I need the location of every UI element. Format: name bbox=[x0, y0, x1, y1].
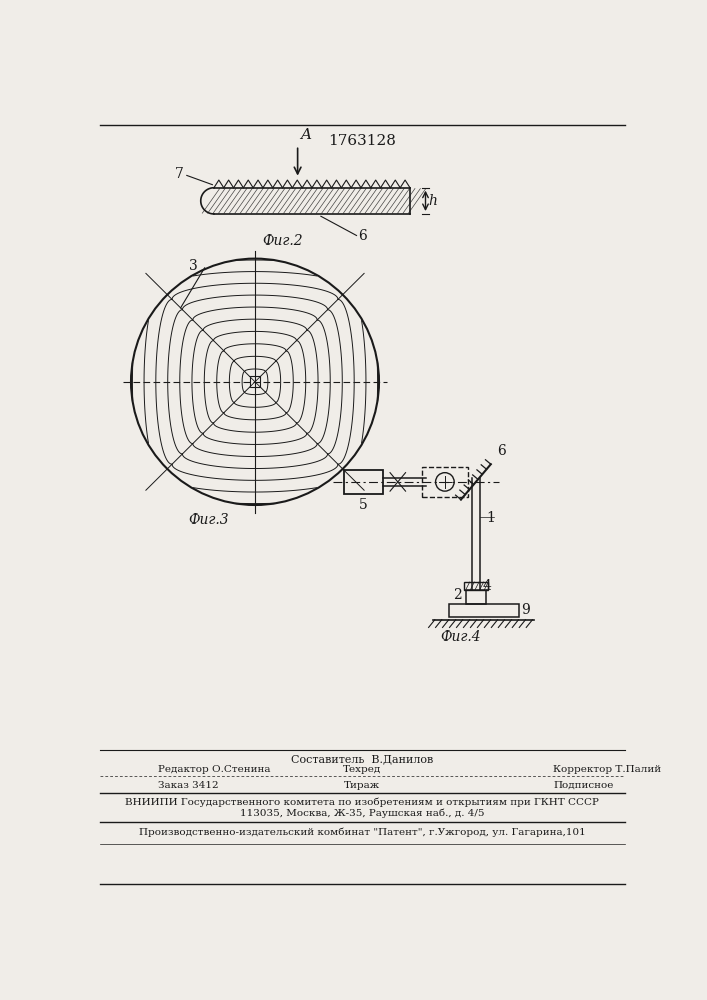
Bar bbox=[344, 470, 383, 494]
Text: Фиг.3: Фиг.3 bbox=[188, 513, 229, 527]
Bar bbox=[449, 604, 518, 617]
Bar bbox=[250, 376, 260, 387]
Text: 7: 7 bbox=[175, 167, 184, 181]
Text: Фиг.2: Фиг.2 bbox=[262, 234, 303, 248]
Text: 113035, Москва, Ж-35, Раушская наб., д. 4/5: 113035, Москва, Ж-35, Раушская наб., д. … bbox=[240, 808, 484, 818]
Text: Корректор Т.Палий: Корректор Т.Палий bbox=[554, 765, 662, 774]
Text: 9: 9 bbox=[522, 603, 530, 617]
Bar bbox=[466, 590, 486, 604]
Text: 1: 1 bbox=[486, 511, 495, 525]
Text: Тираж: Тираж bbox=[344, 781, 380, 790]
Text: Производственно-издательский комбинат "Патент", г.Ужгород, ул. Гагарина,101: Производственно-издательский комбинат "П… bbox=[139, 828, 585, 837]
Text: 5: 5 bbox=[359, 498, 368, 512]
Text: ВНИИПИ Государственного комитета по изобретениям и открытиям при ГКНТ СССР: ВНИИПИ Государственного комитета по изоб… bbox=[125, 797, 599, 807]
Text: 1763128: 1763128 bbox=[328, 134, 396, 148]
Text: 6: 6 bbox=[358, 229, 367, 242]
Text: h: h bbox=[428, 194, 438, 208]
Text: Заказ 3412: Заказ 3412 bbox=[158, 781, 218, 790]
Text: Фиг.4: Фиг.4 bbox=[440, 630, 481, 644]
Text: A: A bbox=[300, 128, 311, 142]
Bar bbox=[421, 466, 468, 497]
Text: 3: 3 bbox=[189, 259, 197, 273]
Text: Техред: Техред bbox=[343, 765, 381, 774]
Text: Подписное: Подписное bbox=[554, 781, 614, 790]
Bar bbox=[464, 582, 488, 590]
Text: 2: 2 bbox=[453, 588, 462, 602]
Text: 6: 6 bbox=[497, 444, 506, 458]
Text: Редактор О.Стенина: Редактор О.Стенина bbox=[158, 765, 271, 774]
Text: 4: 4 bbox=[482, 579, 491, 593]
Text: Составитель  В.Данилов: Составитель В.Данилов bbox=[291, 754, 433, 764]
